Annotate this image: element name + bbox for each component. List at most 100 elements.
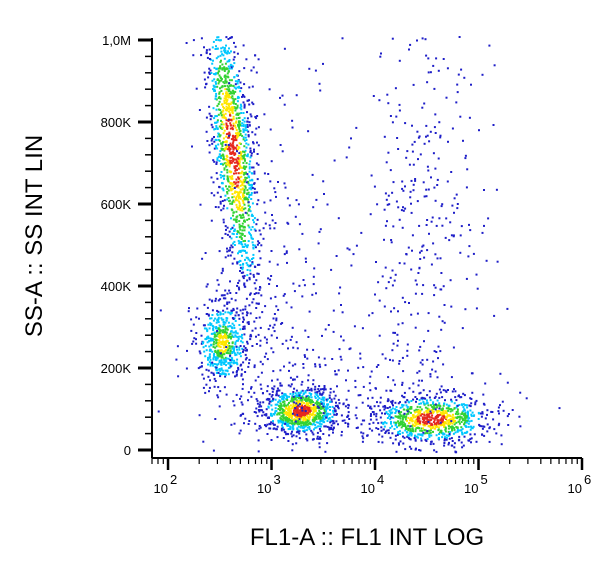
data-point bbox=[243, 145, 246, 148]
data-point bbox=[205, 116, 208, 119]
data-point bbox=[418, 449, 421, 451]
data-point bbox=[388, 406, 391, 409]
data-point bbox=[263, 336, 266, 339]
data-point bbox=[243, 325, 246, 328]
data-point bbox=[283, 416, 286, 419]
data-point bbox=[340, 335, 342, 338]
data-point bbox=[411, 234, 414, 237]
data-point bbox=[243, 282, 246, 285]
data-point bbox=[227, 86, 230, 89]
data-point bbox=[285, 421, 288, 424]
data-point bbox=[243, 154, 246, 157]
data-point bbox=[322, 412, 325, 415]
data-point bbox=[307, 130, 310, 133]
data-point bbox=[426, 358, 429, 361]
data-point bbox=[292, 428, 295, 431]
data-point bbox=[239, 345, 242, 347]
data-point bbox=[234, 168, 237, 171]
data-point bbox=[450, 408, 453, 411]
data-point bbox=[223, 321, 225, 324]
data-point bbox=[297, 397, 300, 400]
data-point bbox=[434, 395, 437, 398]
data-point bbox=[214, 297, 217, 300]
data-point bbox=[229, 107, 232, 110]
data-point bbox=[193, 337, 196, 340]
data-point bbox=[388, 409, 391, 412]
data-point bbox=[212, 345, 215, 348]
data-point bbox=[395, 409, 398, 412]
data-point bbox=[220, 114, 223, 117]
x-tick-exponent: 4 bbox=[377, 472, 384, 487]
data-point bbox=[238, 146, 241, 149]
data-point bbox=[519, 391, 522, 394]
data-point bbox=[414, 396, 417, 398]
data-point bbox=[259, 409, 262, 412]
data-point bbox=[394, 438, 397, 441]
data-point bbox=[215, 98, 218, 101]
data-point bbox=[369, 405, 372, 408]
data-point bbox=[330, 400, 333, 403]
data-point bbox=[225, 162, 228, 165]
data-point bbox=[226, 328, 229, 331]
data-point bbox=[278, 399, 281, 402]
data-point bbox=[448, 408, 451, 411]
data-point bbox=[430, 423, 433, 426]
data-point bbox=[414, 411, 417, 414]
data-point bbox=[251, 183, 253, 186]
data-point bbox=[262, 401, 265, 404]
data-point bbox=[304, 390, 307, 393]
data-point bbox=[399, 417, 402, 420]
data-point bbox=[215, 57, 218, 60]
data-point bbox=[235, 133, 238, 136]
data-point bbox=[270, 275, 273, 277]
data-point bbox=[204, 252, 207, 254]
data-point bbox=[232, 157, 234, 160]
data-point bbox=[394, 273, 397, 276]
data-point bbox=[202, 341, 205, 344]
data-point bbox=[418, 417, 421, 420]
data-point bbox=[243, 180, 246, 183]
data-point bbox=[268, 427, 271, 430]
data-point bbox=[305, 395, 308, 398]
data-point bbox=[423, 256, 426, 259]
data-point bbox=[245, 142, 248, 145]
data-point bbox=[241, 222, 244, 225]
data-point bbox=[272, 423, 275, 426]
data-point bbox=[366, 434, 369, 437]
data-point bbox=[279, 407, 282, 410]
data-point bbox=[225, 91, 228, 94]
data-point bbox=[332, 409, 335, 412]
data-point bbox=[241, 216, 244, 219]
data-point bbox=[322, 62, 324, 65]
data-point bbox=[247, 399, 249, 402]
data-point bbox=[219, 346, 222, 349]
data-point bbox=[399, 406, 402, 409]
data-point bbox=[371, 396, 374, 399]
data-point bbox=[201, 257, 204, 260]
data-point bbox=[222, 137, 225, 140]
data-point bbox=[230, 96, 233, 99]
data-point bbox=[247, 423, 250, 425]
data-point bbox=[199, 352, 202, 355]
data-point bbox=[266, 390, 269, 393]
data-point bbox=[401, 403, 404, 406]
data-point bbox=[469, 397, 472, 400]
data-point bbox=[208, 340, 211, 342]
data-point bbox=[390, 400, 393, 403]
data-point bbox=[214, 418, 217, 420]
data-point bbox=[240, 156, 243, 159]
data-point bbox=[259, 426, 262, 429]
data-point bbox=[432, 426, 435, 429]
data-point bbox=[222, 109, 225, 112]
data-point bbox=[276, 285, 278, 287]
data-point bbox=[412, 416, 415, 419]
data-point bbox=[286, 403, 289, 406]
data-point bbox=[239, 414, 242, 417]
data-point bbox=[226, 164, 229, 166]
data-point bbox=[205, 337, 208, 340]
data-point bbox=[463, 409, 466, 412]
data-point bbox=[237, 286, 240, 289]
data-point bbox=[213, 160, 216, 163]
data-point bbox=[443, 437, 446, 440]
data-point bbox=[385, 411, 388, 414]
